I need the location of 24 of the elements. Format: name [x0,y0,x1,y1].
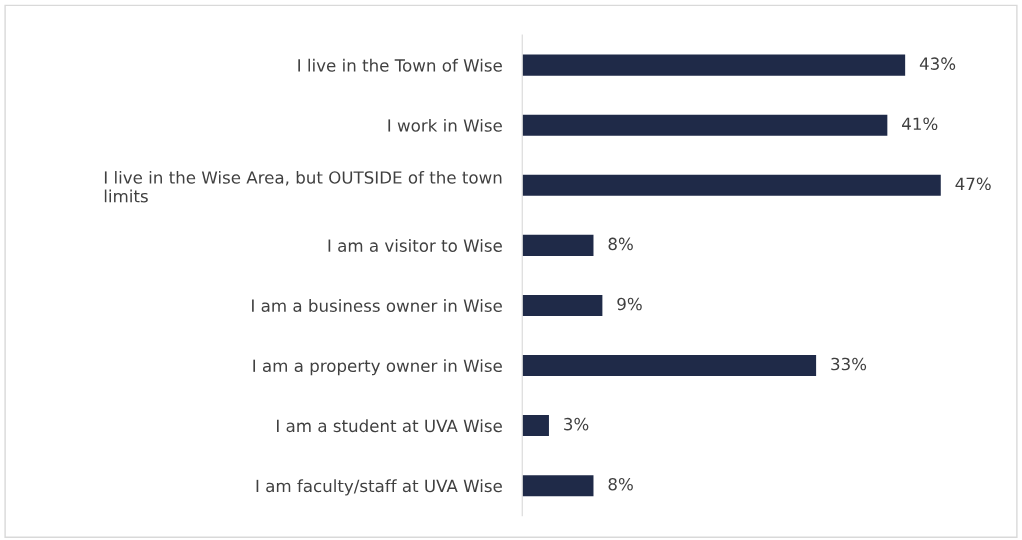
bar [522,234,594,256]
data-label: 33% [831,357,867,371]
y-tick-label: I am a visitor to Wise [328,239,502,252]
bar [522,294,603,316]
bar [522,355,817,377]
data-label: 9% [617,297,642,311]
y-tick-label: I am a student at UVA Wise [277,419,502,433]
bar [522,415,549,437]
bar [522,54,906,76]
y-tick-label: I live in the Town of Wise [298,58,502,72]
y-tick-label: I am faculty/staff at UVA Wise [256,479,502,496]
y-tick-label: I am a business owner in Wise [252,299,502,313]
data-label: 43% [919,57,956,70]
data-label: 8% [608,237,633,251]
bar [522,174,941,196]
data-label: 3% [564,417,589,431]
y-tick-label: I work in Wise [388,118,502,132]
bar [522,114,888,136]
data-label: 8% [608,477,633,491]
y-tick-label: I am a property owner in Wise [253,359,502,376]
y-tick-label: I live in the Wise Area, but OUTSIDE of the town limits [104,170,502,203]
bar [522,475,594,497]
data-label: 47% [955,177,991,191]
data-label: 41% [902,117,938,131]
